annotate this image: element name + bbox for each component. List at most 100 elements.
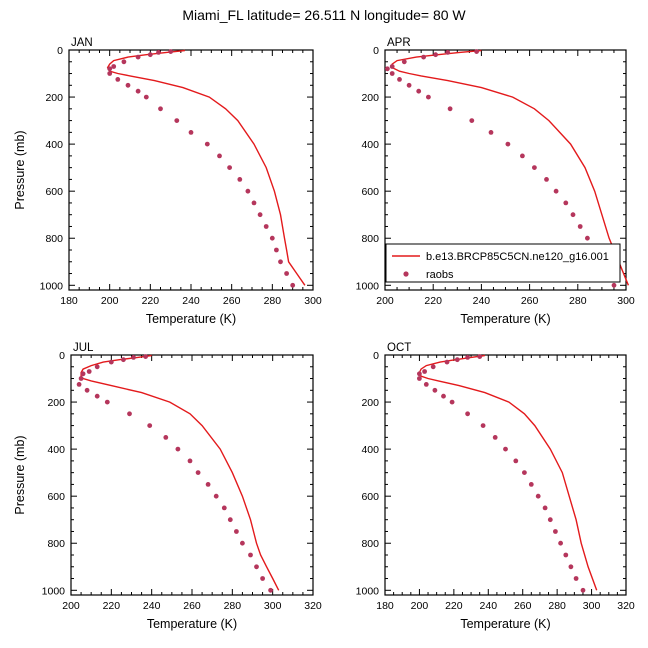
raobs-point xyxy=(426,94,431,100)
y-tick-label: 800 xyxy=(47,538,65,550)
raobs-point xyxy=(432,387,438,393)
legend-raobs-swatch xyxy=(403,271,409,277)
x-tick-label: 240 xyxy=(473,295,491,307)
raobs-point xyxy=(389,64,395,69)
raobs-point xyxy=(94,364,100,370)
raobs-point xyxy=(143,94,149,100)
raobs-point xyxy=(480,423,486,428)
y-tick-label: 1000 xyxy=(356,585,380,597)
raobs-point xyxy=(268,587,273,593)
x-tick-label: 260 xyxy=(223,295,241,307)
raobs-point xyxy=(76,382,82,387)
x-tick-label: 240 xyxy=(143,600,161,612)
raobs-point xyxy=(290,282,296,288)
raobs-point xyxy=(121,59,127,65)
x-tick-label: 220 xyxy=(445,600,463,612)
x-tick-label: 280 xyxy=(264,295,282,307)
raobs-point xyxy=(245,188,251,194)
y-tick-label: 400 xyxy=(47,444,65,456)
raobs-point xyxy=(115,77,121,82)
raobs-point xyxy=(492,435,498,440)
raobs-point xyxy=(449,399,455,405)
y-tick-label: 600 xyxy=(361,186,379,198)
legend-box xyxy=(385,243,621,283)
panel-oct: 180 200 220 240 260 280 300 320 0 200 400 600 800 100… xyxy=(356,342,635,631)
raobs-point xyxy=(227,517,233,523)
raobs-point xyxy=(188,130,194,135)
raobs-point xyxy=(240,540,245,546)
y-tick-label: 0 xyxy=(373,350,379,362)
x-tick-label: 320 xyxy=(617,600,635,612)
raobs-point xyxy=(568,564,574,570)
raobs-point xyxy=(175,446,181,452)
raobs-point xyxy=(257,212,263,218)
raobs-point xyxy=(577,224,583,229)
raobs-point xyxy=(187,458,193,464)
x-tick-label: 300 xyxy=(264,600,282,612)
raobs-point xyxy=(221,505,227,511)
y-tick-label: 0 xyxy=(57,45,63,57)
plot-frame xyxy=(384,354,627,596)
y-tick-label: 400 xyxy=(361,139,379,151)
raobs-point xyxy=(454,357,460,363)
raobs-point xyxy=(416,88,422,94)
panel-title: JUL xyxy=(73,342,94,354)
raobs-point xyxy=(168,49,174,54)
raobs-point xyxy=(217,153,222,159)
panels: 180 200 220 240 260 280 300 0 200 400 600 800 1000 JA… xyxy=(13,37,635,631)
raobs-point xyxy=(465,355,470,360)
raobs-point xyxy=(135,54,141,60)
y-tick-label: 1000 xyxy=(40,280,64,292)
y-tick-label: 600 xyxy=(361,491,379,503)
raobs-point xyxy=(80,371,86,377)
raobs-point xyxy=(234,529,239,534)
raobs-point xyxy=(465,411,470,417)
raobs-point xyxy=(158,106,163,112)
raobs-point xyxy=(547,517,553,523)
raobs-point xyxy=(528,482,534,487)
raobs-point xyxy=(274,247,279,253)
raobs-point xyxy=(213,493,219,499)
raobs-point xyxy=(147,423,153,428)
raobs-point xyxy=(441,393,446,399)
raobs-point xyxy=(406,82,412,88)
x-tick-label: 220 xyxy=(103,600,121,612)
raobs-point xyxy=(86,369,92,374)
x-tick-label: 220 xyxy=(424,295,442,307)
legend-model-label: b.e13.BRCP85C5CN.ne120_g16.001 xyxy=(426,251,609,263)
raobs-point xyxy=(84,387,90,393)
x-tick-label: 260 xyxy=(183,600,201,612)
y-tick-label: 0 xyxy=(59,350,65,362)
raobs-point xyxy=(108,359,114,365)
raobs-point xyxy=(421,54,426,60)
raobs-point xyxy=(563,200,569,206)
raobs-point xyxy=(535,493,541,499)
raobs-point xyxy=(195,470,201,475)
raobs-point xyxy=(445,50,451,55)
raobs-point xyxy=(520,153,525,159)
x-axis-title: Temperature (K) xyxy=(460,312,550,326)
x-tick-label: 300 xyxy=(304,295,322,307)
y-tick-label: 200 xyxy=(361,397,379,409)
x-axis-title: Temperature (K) xyxy=(146,312,236,326)
panel-title: OCT xyxy=(387,342,411,354)
panel-title: JAN xyxy=(71,37,93,49)
raobs-point xyxy=(104,399,110,405)
raobs-point xyxy=(284,271,289,276)
x-tick-label: 320 xyxy=(304,600,322,612)
raobs-point xyxy=(542,505,548,511)
x-tick-label: 280 xyxy=(548,600,566,612)
x-tick-label: 240 xyxy=(480,600,498,612)
raobs-point xyxy=(147,52,153,58)
raobs-point xyxy=(401,59,407,65)
plot-frame xyxy=(70,354,314,596)
raobs-point xyxy=(513,458,519,464)
raobs-point xyxy=(558,540,563,546)
plot-frame xyxy=(68,49,314,291)
y-tick-label: 400 xyxy=(45,139,63,151)
x-tick-label: 280 xyxy=(224,600,242,612)
raobs-point xyxy=(143,354,149,359)
raobs-point xyxy=(78,376,84,381)
y-tick-label: 0 xyxy=(373,45,379,57)
